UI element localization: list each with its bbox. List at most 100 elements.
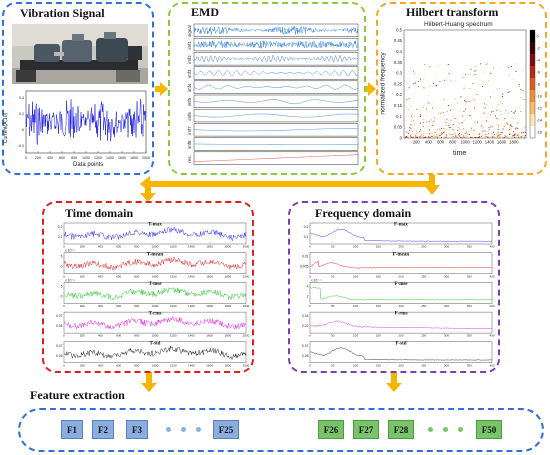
hht-point — [441, 104, 443, 106]
hht-point — [465, 101, 467, 102]
hht-point — [498, 134, 500, 136]
hht-point — [410, 135, 412, 137]
hht-point — [440, 130, 442, 132]
hht-point — [457, 134, 459, 136]
hht-point — [460, 137, 462, 138]
hht-point — [408, 109, 410, 111]
hht-point — [496, 136, 498, 137]
hht-point — [502, 128, 504, 130]
hht-point — [420, 110, 422, 112]
domain-xtick: 1200 — [170, 274, 177, 278]
hht-point — [487, 112, 489, 114]
hht-point — [429, 132, 430, 134]
emd-imf1-line — [193, 39, 359, 50]
hht-point — [434, 77, 436, 79]
hht-point — [469, 67, 471, 69]
hht-point — [434, 136, 436, 138]
hht-point — [445, 127, 447, 129]
hht-point — [507, 112, 509, 114]
hht-point — [511, 116, 513, 118]
hht-point — [499, 136, 501, 138]
hht-point — [406, 99, 408, 101]
hht-point — [465, 135, 467, 137]
colorbar-tick: -2 — [537, 46, 540, 50]
hht-ytick: 0.25 — [394, 81, 403, 86]
hht-point — [517, 135, 519, 137]
hht-point — [504, 113, 506, 114]
hht-point — [479, 136, 481, 138]
hht-point — [500, 134, 502, 135]
hht-point — [415, 82, 416, 84]
domain-xtick: 150 — [376, 274, 381, 278]
domain-xtick: 0 — [63, 304, 65, 308]
hht-point — [499, 110, 501, 112]
domain-xtick: 800 — [134, 334, 139, 338]
hht-point — [472, 133, 474, 135]
domain-ytick: 0 — [61, 294, 63, 298]
hht-point — [424, 64, 426, 66]
hht-point — [474, 70, 476, 72]
hht-point — [425, 136, 427, 138]
hht-point — [493, 67, 495, 69]
hht-point — [428, 102, 430, 104]
feature-box-f26: F26 — [318, 420, 344, 439]
hht-axes — [403, 29, 527, 139]
domain-xtick: 150 — [376, 363, 381, 367]
hht-point — [436, 134, 438, 136]
hht-point — [475, 66, 477, 68]
hht-point — [512, 131, 514, 133]
hht-point — [417, 86, 419, 88]
hht-point — [509, 90, 511, 92]
domain-xtick: 350 — [467, 304, 472, 308]
hht-point — [490, 124, 492, 126]
hht-point — [436, 136, 438, 138]
feature-box-f25: F25 — [213, 420, 239, 439]
vibration-xtick: 1800 — [130, 156, 138, 160]
ellipsis-dot — [166, 427, 171, 432]
colorbar-tick: 0 — [537, 34, 539, 38]
hht-point — [469, 126, 471, 128]
hht-point — [509, 134, 510, 135]
hht-point — [507, 137, 509, 138]
hht-ytick: 0.5 — [396, 28, 402, 32]
hht-point — [432, 83, 434, 84]
time-domain-title: Time domain — [65, 206, 134, 220]
domain-xtick: 400 — [98, 363, 103, 367]
domain-plot-title: T-mean — [147, 252, 163, 257]
hht-point — [446, 129, 448, 131]
hht-point — [412, 120, 414, 122]
domain-xtick: 2000 — [243, 363, 250, 367]
hht-point — [423, 136, 425, 138]
hht-ytick: 0.1 — [396, 114, 402, 119]
hilbert-panel — [376, 2, 547, 175]
hht-point — [507, 136, 509, 137]
domain-ytick: 0.05 — [56, 324, 63, 328]
hht-point — [488, 133, 490, 135]
hht-point — [481, 134, 483, 136]
hht-point — [411, 116, 413, 118]
hht-point — [520, 135, 522, 137]
hht-point — [508, 91, 510, 93]
hht-point — [411, 135, 413, 137]
domain-xtick: 600 — [116, 363, 121, 367]
hht-point — [516, 134, 518, 136]
hht-point — [464, 99, 465, 101]
hht-point — [426, 108, 428, 110]
domain-axes — [309, 222, 493, 245]
hht-point — [488, 80, 489, 81]
feature-extraction-title: Feature extraction — [30, 388, 125, 402]
hht-point — [458, 115, 460, 117]
hht-ytick: 0 — [400, 135, 403, 140]
ellipsis-dot — [443, 427, 448, 432]
domain-xtick: 1600 — [206, 334, 213, 338]
hht-point — [469, 134, 471, 136]
hht-point — [443, 132, 445, 134]
hht-point — [487, 62, 489, 64]
arrow-to-time — [145, 181, 151, 195]
colorbar-segment — [530, 66, 535, 79]
hht-point — [478, 137, 480, 138]
hht-point — [502, 93, 504, 95]
domain-xtick: 150 — [376, 304, 381, 308]
hht-point — [464, 118, 466, 120]
domain-xtick: 1800 — [224, 274, 231, 278]
